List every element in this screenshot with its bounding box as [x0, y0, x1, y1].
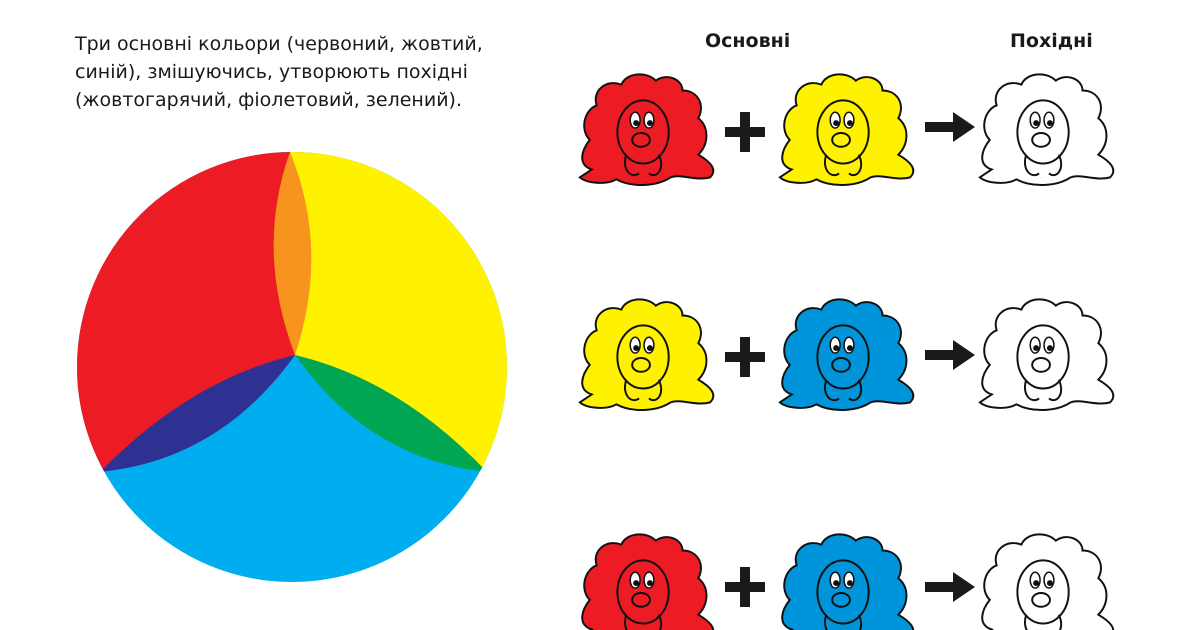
header-derived: Похідні — [1010, 30, 1093, 52]
green-lens — [295, 355, 487, 472]
intro-line: синій), змішуючись, утворюють похідні — [75, 61, 468, 83]
header-primary: Основні — [705, 30, 791, 52]
yellow-creature — [578, 298, 715, 412]
blank-creature — [978, 533, 1115, 630]
red-creature — [578, 533, 715, 630]
row-2 — [578, 298, 1115, 412]
arrow — [925, 572, 975, 602]
arrow — [925, 340, 975, 370]
blank-creature — [978, 73, 1115, 187]
intro-line: (жовтогарячий, фіолетовий, зелений). — [75, 89, 463, 111]
blue-creature — [778, 533, 915, 630]
intro-text: Три основні кольори (червоний, жовтий, с… — [75, 30, 483, 114]
violet-lens — [100, 355, 295, 472]
blank-creature — [978, 298, 1115, 412]
row-1 — [578, 73, 1115, 187]
orange-lens — [273, 152, 312, 355]
arrow — [925, 112, 975, 142]
yellow-creature — [778, 73, 915, 187]
plus — [725, 567, 765, 607]
plus — [725, 337, 765, 377]
blue-creature — [778, 298, 915, 412]
color-wheel — [77, 152, 507, 582]
intro-line: Три основні кольори (червоний, жовтий, — [75, 33, 483, 55]
plus — [725, 112, 765, 152]
red-creature — [578, 73, 715, 187]
row-3 — [578, 533, 1115, 630]
